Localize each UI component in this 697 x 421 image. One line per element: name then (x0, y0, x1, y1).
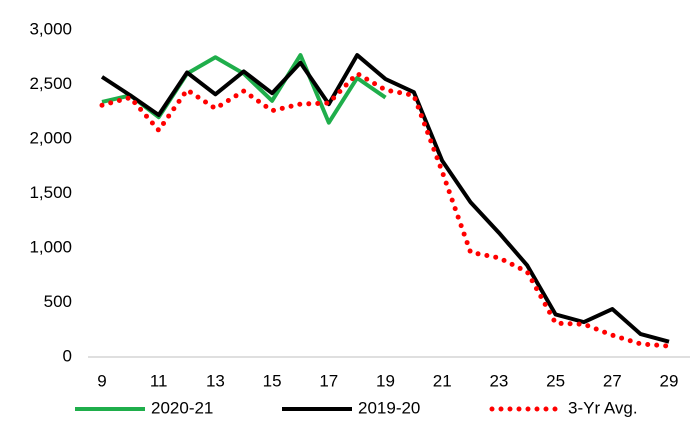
x-tick-label: 17 (319, 371, 338, 390)
y-tick-label: 0 (63, 346, 72, 365)
series-line (99, 71, 672, 349)
y-tick-label: 2,000 (29, 128, 72, 147)
x-tick-label: 25 (546, 371, 565, 390)
series-line (100, 53, 670, 344)
x-tick-label: 19 (376, 371, 395, 390)
y-tick-label: 500 (44, 292, 72, 311)
legend-label: 2019-20 (358, 398, 420, 417)
y-tick-label: 1,500 (29, 183, 72, 202)
x-tick-label: 21 (433, 371, 452, 390)
x-tick-label: 13 (206, 371, 225, 390)
y-tick-label: 2,500 (29, 74, 72, 93)
y-tick-label: 3,000 (29, 19, 72, 38)
legend-label: 2020-21 (151, 398, 213, 417)
y-tick-label: 1,000 (29, 237, 72, 256)
x-tick-label: 27 (603, 371, 622, 390)
x-tick-label: 29 (660, 371, 679, 390)
x-tick-label: 9 (97, 371, 106, 390)
x-tick-label: 15 (263, 371, 282, 390)
x-tick-label: 11 (150, 371, 168, 390)
x-tick-label: 23 (489, 371, 508, 390)
legend-label: 3-Yr Avg. (568, 398, 638, 417)
